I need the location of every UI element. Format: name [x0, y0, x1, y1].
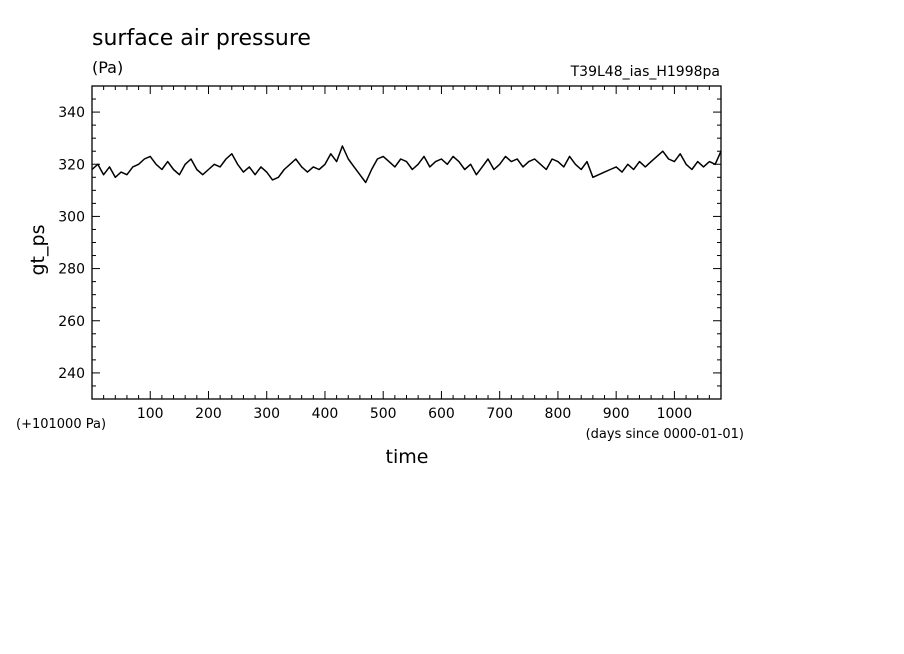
y-tick-label: 240 — [58, 366, 85, 382]
x-tick-label: 100 — [137, 406, 164, 422]
y-axis-title: gt_ps — [27, 225, 49, 276]
chart-title: surface air pressure — [92, 26, 311, 51]
experiment-name: T39L48_ias_H1998pa — [570, 64, 720, 80]
y-tick-label: 280 — [58, 262, 85, 278]
x-tick-label: 700 — [486, 406, 513, 422]
x-tick-label: 500 — [370, 406, 397, 422]
y-tick-label: 300 — [58, 209, 85, 225]
x-tick-label: 600 — [428, 406, 455, 422]
x-tick-label: 1000 — [657, 406, 693, 422]
y-tick-label: 260 — [58, 314, 85, 330]
x-tick-label: 800 — [545, 406, 572, 422]
x-axis-units-note: (days since 0000-01-01) — [586, 427, 744, 442]
y-offset-note: (+101000 Pa) — [16, 417, 106, 432]
chart-units: (Pa) — [92, 58, 123, 77]
plot-area: 100 200 300 400 500 600 700 800 900 1000 240 260 280… — [58, 85, 722, 422]
x-tick-label: 900 — [603, 406, 630, 422]
x-tick-label: 400 — [312, 406, 339, 422]
series-line — [91, 145, 722, 184]
y-tick-label: 340 — [58, 105, 85, 121]
y-tick-label: 320 — [58, 157, 85, 173]
x-tick-label: 200 — [195, 406, 222, 422]
x-tick-label: 300 — [253, 406, 280, 422]
plot-frame — [91, 85, 722, 400]
x-axis-title: time — [386, 446, 429, 468]
